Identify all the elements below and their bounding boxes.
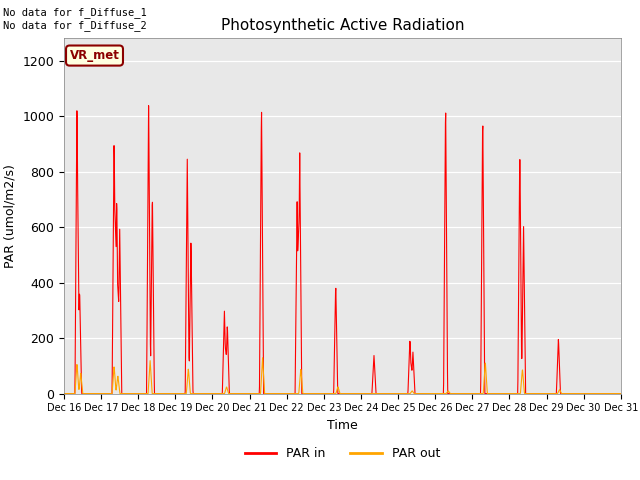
PAR in — [568, 391, 575, 396]
PAR out — [259, 355, 266, 360]
PAR out — [216, 391, 223, 396]
Text: No data for f_Diffuse_1
No data for f_Diffuse_2: No data for f_Diffuse_1 No data for f_Di… — [3, 7, 147, 31]
PAR in — [504, 391, 512, 396]
PAR out — [60, 391, 68, 396]
PAR out — [617, 391, 625, 396]
Y-axis label: PAR (umol/m2/s): PAR (umol/m2/s) — [4, 164, 17, 268]
Title: Photosynthetic Active Radiation: Photosynthetic Active Radiation — [221, 18, 464, 33]
X-axis label: Time: Time — [327, 419, 358, 432]
PAR in — [145, 103, 152, 108]
Legend: PAR in, PAR out: PAR in, PAR out — [240, 443, 445, 466]
PAR in — [60, 391, 68, 396]
PAR out — [359, 391, 367, 396]
Line: PAR out: PAR out — [64, 358, 621, 394]
PAR in — [617, 391, 625, 396]
PAR out — [568, 391, 575, 396]
PAR out — [371, 391, 379, 396]
Line: PAR in: PAR in — [64, 106, 621, 394]
Text: VR_met: VR_met — [70, 49, 120, 62]
PAR out — [504, 391, 512, 396]
PAR in — [371, 367, 379, 373]
PAR in — [584, 391, 591, 396]
PAR out — [584, 391, 591, 396]
PAR in — [359, 391, 367, 396]
PAR in — [216, 391, 223, 396]
